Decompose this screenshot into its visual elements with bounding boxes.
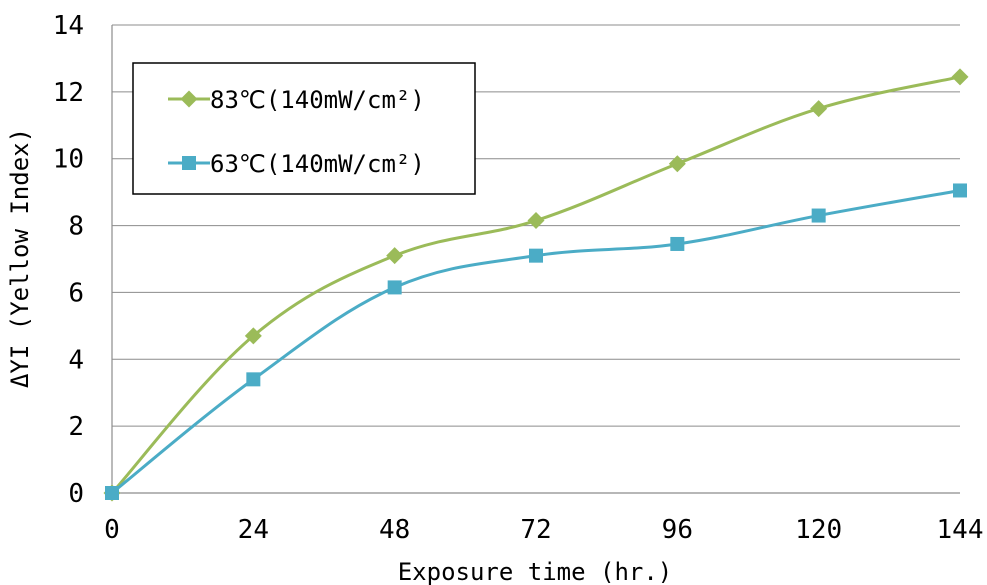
y-tick-label: 14	[53, 11, 84, 41]
y-tick-label: 8	[68, 212, 84, 242]
data-point	[105, 486, 119, 500]
data-point	[387, 280, 402, 295]
y-tick-label: 2	[68, 412, 84, 442]
axes	[111, 25, 960, 494]
y-tick-label: 10	[53, 145, 84, 175]
data-point	[951, 68, 969, 86]
data-point	[953, 183, 967, 198]
series-2	[105, 183, 967, 500]
x-tick-label: 48	[379, 515, 410, 545]
x-tick-label: 120	[795, 515, 842, 545]
y-axis-title: ΔYI (Yellow Index)	[6, 128, 34, 388]
x-tick-label: 72	[520, 515, 551, 545]
data-point	[246, 372, 261, 387]
x-tick-label: 0	[104, 515, 120, 545]
y-tick-label: 0	[68, 479, 84, 509]
series-line	[111, 188, 961, 495]
data-point	[386, 247, 404, 265]
legend-item: 83℃(140mW/cm²)	[168, 86, 425, 114]
data-point	[529, 248, 543, 263]
legend-marker	[182, 156, 196, 170]
x-tick-label: 96	[662, 515, 693, 545]
data-point	[670, 236, 685, 251]
legend-marker	[180, 90, 198, 108]
x-tick-label: 24	[238, 515, 269, 545]
legend: 83℃(140mW/cm²) 63℃(140mW/cm²)	[132, 62, 476, 195]
x-tick-label: 144	[937, 515, 984, 545]
x-axis-title: Exposure time (hr.)	[398, 558, 673, 585]
legend-item: 63℃(140mW/cm²)	[168, 150, 425, 178]
data-point	[244, 327, 262, 345]
y-tick-label: 6	[68, 278, 84, 308]
data-point	[527, 212, 545, 230]
data-point	[810, 100, 828, 118]
y-tick-label: 4	[68, 345, 84, 375]
legend-label: 83℃(140mW/cm²)	[210, 86, 425, 114]
series-group	[103, 68, 969, 502]
legend-label: 63℃(140mW/cm²)	[210, 150, 425, 178]
data-point	[668, 155, 686, 173]
legend-box	[132, 62, 476, 195]
y-tick-label: 12	[53, 78, 84, 108]
data-point	[811, 208, 826, 223]
